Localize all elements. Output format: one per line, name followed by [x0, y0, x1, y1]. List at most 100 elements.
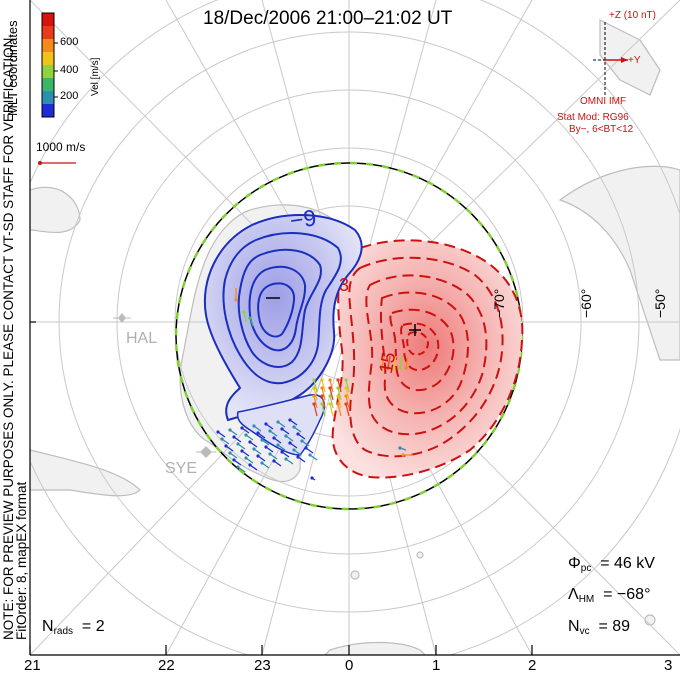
- reference-vector-arrow: [38, 161, 76, 165]
- velocity-vector-origin: [300, 439, 304, 443]
- fit-order: FitOrder: 8, mapEX format: [14, 481, 29, 640]
- contour-label-neg: −9: [288, 204, 318, 234]
- velocity-vector-origin: [320, 402, 324, 406]
- velocity-vector: [345, 379, 350, 393]
- velocity-vector-origin: [344, 378, 348, 382]
- velocity-vector: [381, 355, 385, 369]
- velocity-vector-origin: [336, 402, 340, 406]
- velocity-vector-origin: [228, 428, 232, 432]
- velocity-vector-origin: [320, 386, 324, 390]
- velocity-vector-origin: [296, 455, 300, 459]
- imf-z-label: +Z (10 nT): [609, 10, 656, 21]
- velocity-vector-origin: [336, 386, 340, 390]
- velocity-vector-origin: [308, 453, 312, 457]
- velocity-vector-origin: [276, 420, 280, 424]
- velocity-vector-origin: [398, 446, 402, 450]
- mlt-tick: 21: [24, 657, 41, 674]
- velocity-vector-origin: [312, 394, 316, 398]
- velocity-vector-origin: [288, 418, 292, 422]
- velocity-vector-origin: [244, 433, 248, 437]
- velocity-vector-origin: [312, 378, 316, 382]
- colorbar-tick-600: 600: [60, 36, 79, 48]
- velocity-vector-origin: [272, 436, 276, 440]
- mlt-tick: 3: [664, 657, 673, 674]
- velocity-vector: [313, 387, 318, 401]
- velocity-vector-origin: [244, 456, 248, 460]
- velocity-vector: [337, 395, 342, 409]
- velocity-colorbar: [41, 12, 58, 118]
- velocity-vector-origin: [288, 441, 292, 445]
- plot-title: 18/Dec/2006 21:00–21:02 UT: [203, 8, 453, 29]
- velocity-vector: [329, 387, 334, 401]
- velocity-vector-origin: [216, 430, 220, 434]
- mlt-tick: 2: [528, 657, 537, 674]
- velocity-vector-origin: [284, 457, 288, 461]
- velocity-vector: [399, 355, 403, 369]
- velocity-vector-origin: [320, 378, 324, 382]
- imf-dial: [593, 22, 628, 95]
- velocity-vector-origin: [398, 366, 402, 370]
- velocity-vector: [321, 395, 326, 409]
- velocity-vector-origin: [240, 426, 244, 430]
- velocity-vector-origin: [404, 366, 408, 370]
- velocity-vector: [313, 395, 318, 409]
- velocity-vector-origin: [240, 449, 244, 453]
- velocity-vector: [329, 395, 334, 409]
- velocity-vector-origin: [344, 402, 348, 406]
- velocity-vector-origin: [268, 429, 272, 433]
- velocity-vector-origin: [328, 378, 332, 382]
- velocity-vector-origin: [260, 438, 264, 442]
- lat-label-70: −70°: [491, 288, 507, 318]
- velocity-vector-origin: [296, 432, 300, 436]
- velocity-vector-origin: [248, 463, 252, 467]
- velocity-vector: [243, 311, 247, 323]
- mlt-tick: 22: [158, 657, 175, 674]
- velocity-vector-origin: [256, 431, 260, 435]
- mlt-tick: 23: [254, 657, 271, 674]
- velocity-vector-origin: [292, 448, 296, 452]
- lat-label-60: −60°: [578, 288, 594, 318]
- velocity-vector: [313, 379, 318, 393]
- colorbar-band: [42, 52, 54, 65]
- colorbar-band: [42, 91, 54, 104]
- negative-potential-cell: [203, 213, 363, 456]
- imf-condition: By−, 6<BT<12: [569, 124, 634, 135]
- station-markers: [113, 313, 216, 458]
- velocity-vector-origin: [236, 465, 240, 469]
- velocity-vector-origin: [392, 366, 396, 370]
- velocity-vector-origin: [228, 451, 232, 455]
- plot-frame: [29, 0, 680, 656]
- colorbar-band: [42, 26, 54, 39]
- velocity-vector-origin: [328, 394, 332, 398]
- velocity-vector-origin: [264, 445, 268, 449]
- velocity-vector-origin: [272, 459, 276, 463]
- positive-potential-cell: [331, 239, 524, 479]
- velocity-vector-origin: [268, 452, 272, 456]
- velocity-vector-origin: [224, 444, 228, 448]
- velocity-vector: [345, 403, 350, 417]
- colorbar-label: Vel [m/s]: [90, 57, 101, 96]
- velocity-vector-origin: [276, 443, 280, 447]
- velocity-vector-origin: [310, 476, 314, 480]
- velocity-vector-origin: [320, 394, 324, 398]
- imf-y-label: +Y: [628, 55, 641, 66]
- imf-model: Stat Mod: RG96: [557, 112, 629, 123]
- velocity-vector-origin: [344, 386, 348, 390]
- colorbar-band: [42, 39, 54, 52]
- velocity-vector: [337, 403, 342, 417]
- velocity-vector-origin: [252, 424, 256, 428]
- velocity-vector: [321, 403, 326, 417]
- velocity-vector-origin: [236, 442, 240, 446]
- velocity-vector-origin: [292, 425, 296, 429]
- velocity-vector: [329, 403, 334, 417]
- velocity-vector-origin: [312, 386, 316, 390]
- velocity-vector-origin: [248, 316, 252, 320]
- cross-polar-potential: Φpc = 46 kV: [568, 555, 655, 574]
- velocity-vector: [345, 395, 350, 409]
- velocity-vector-origin: [256, 454, 260, 458]
- velocity-vector-origin: [260, 461, 264, 465]
- velocity-vector-origin: [328, 402, 332, 406]
- velocity-vector-origin: [386, 366, 390, 370]
- velocity-vector-origin: [280, 427, 284, 431]
